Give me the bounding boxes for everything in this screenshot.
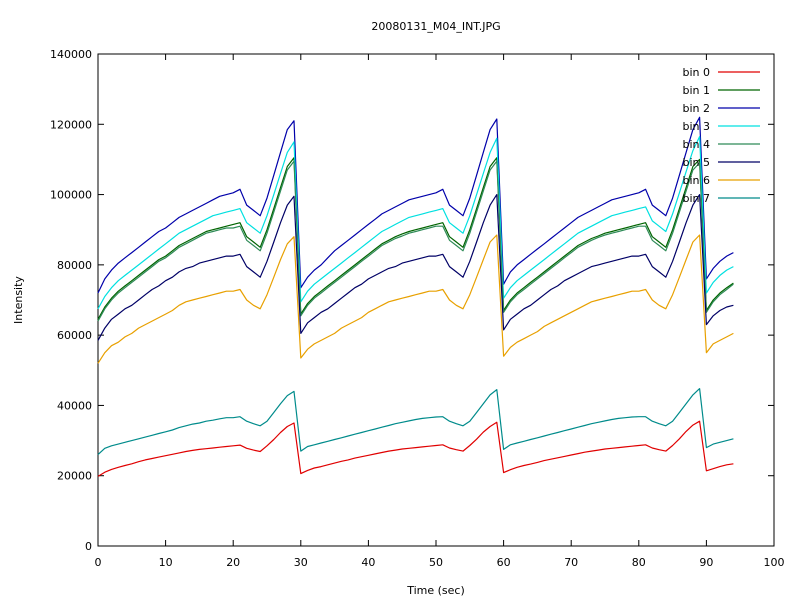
plot-frame <box>97 53 775 547</box>
legend: bin 0 bin 1 bin 2 bin 3 bin 4 bin 5 bin 6 bin 7 <box>682 66 760 205</box>
x-tick-label: 30 <box>294 556 308 569</box>
x-tick-label: 40 <box>361 556 375 569</box>
series-line-bin-3 <box>97 136 734 310</box>
series-layer <box>97 116 734 477</box>
legend-label: bin 5 <box>682 156 710 169</box>
y-axis-label: Intensity <box>12 276 25 324</box>
y-tick-label: 0 <box>85 540 92 553</box>
legend-label: bin 1 <box>682 84 710 97</box>
chart-title: 20080131_M04_INT.JPG <box>371 20 500 33</box>
legend-label: bin 6 <box>682 174 710 187</box>
x-tick-label: 10 <box>159 556 173 569</box>
legend-label: bin 7 <box>682 192 710 205</box>
series-line-bin-1 <box>97 157 734 320</box>
y-tick-label: 80000 <box>57 259 92 272</box>
series-line-bin-4 <box>97 160 734 322</box>
y-tick-label: 140000 <box>50 48 92 61</box>
x-tick-label: 100 <box>764 556 785 569</box>
y-tick-label: 120000 <box>50 118 92 131</box>
y-tick-label: 40000 <box>57 399 92 412</box>
legend-label: bin 2 <box>682 102 710 115</box>
y-tick-label: 100000 <box>50 189 92 202</box>
x-tick-label: 70 <box>564 556 578 569</box>
y-tick-label: 20000 <box>57 470 92 483</box>
legend-label: bin 3 <box>682 120 710 133</box>
x-tick-label: 20 <box>226 556 240 569</box>
x-axis: 0 10 20 30 40 50 60 70 80 90 100 <box>95 54 785 569</box>
x-tick-label: 90 <box>699 556 713 569</box>
x-tick-label: 50 <box>429 556 443 569</box>
y-tick-label: 60000 <box>57 329 92 342</box>
series-line-bin-0 <box>97 420 734 477</box>
x-tick-label: 0 <box>95 556 102 569</box>
series-line-bin-6 <box>97 234 734 364</box>
x-tick-label: 60 <box>497 556 511 569</box>
series-line-bin-2 <box>97 116 734 294</box>
x-axis-label: Time (sec) <box>406 584 465 597</box>
legend-label: bin 4 <box>682 138 710 151</box>
x-tick-label: 80 <box>632 556 646 569</box>
series-line-bin-5 <box>97 194 734 341</box>
series-line-bin-7 <box>97 388 734 456</box>
legend-label: bin 0 <box>682 66 710 79</box>
y-axis: 0 20000 40000 60000 80000 100000 120000 140000 <box>50 48 774 553</box>
